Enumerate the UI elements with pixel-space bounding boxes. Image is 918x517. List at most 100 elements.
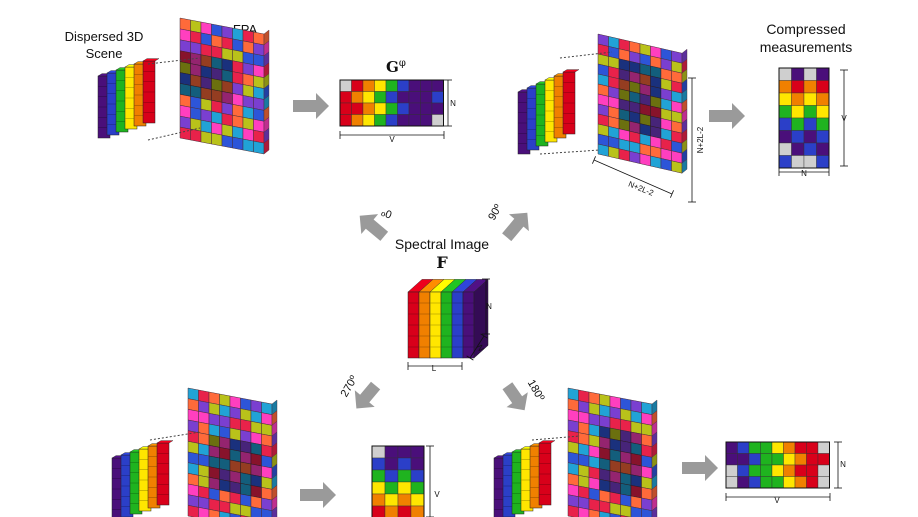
matrix-cell <box>385 79 398 92</box>
matrix-cell <box>397 91 410 104</box>
coded-aperture-region <box>180 50 233 105</box>
matrix-cell <box>397 481 412 495</box>
matrix-cell <box>791 105 805 119</box>
dispersed-band-stack <box>97 58 160 139</box>
matrix-cell <box>816 117 830 131</box>
compressed-label-line1: Compressed <box>766 21 845 37</box>
fpa-cell <box>190 128 202 143</box>
fpa-cell <box>588 509 600 517</box>
matrix-cell <box>397 457 412 471</box>
matrix-cell <box>408 91 421 104</box>
projection-line <box>147 127 201 141</box>
matrix-cell <box>374 102 387 115</box>
fpa-cell <box>187 505 199 517</box>
matrix-cell <box>385 91 398 104</box>
fpa-panel <box>597 33 688 174</box>
dispersed-band-stack <box>493 440 556 517</box>
dim-n-label: N <box>840 460 846 469</box>
arrow-right-icon <box>709 103 745 129</box>
matrix-cell <box>371 505 386 517</box>
matrix-cell <box>803 92 817 106</box>
fpa-cell <box>639 153 651 167</box>
arrow-shape <box>502 382 528 411</box>
matrix-cell <box>803 142 817 156</box>
arrow-right-icon <box>293 93 329 119</box>
matrix-cell <box>737 464 750 477</box>
arrow-shape <box>682 455 718 481</box>
dimension-markers <box>407 278 490 370</box>
matrix-cell <box>385 102 398 115</box>
projection-line <box>531 435 581 441</box>
fpa-cell <box>599 511 611 517</box>
matrix-cell <box>816 130 830 144</box>
matrix-cell <box>748 476 761 489</box>
fpa-cell <box>250 506 262 517</box>
matrix-cell <box>384 457 399 471</box>
matrix-cell <box>794 476 807 489</box>
dim-n-label: N <box>801 169 807 178</box>
measurement-g-phi: Gφ N V <box>339 58 456 144</box>
fpa-panel <box>567 387 658 517</box>
arrow-shape <box>359 214 389 241</box>
band-top <box>142 58 160 62</box>
matrix-cell <box>816 67 830 81</box>
matrix-cell <box>816 80 830 94</box>
matrix-cell <box>791 80 805 94</box>
matrix-cell <box>783 476 796 489</box>
fpa-cell <box>660 158 672 172</box>
matrix-cell <box>760 476 773 489</box>
matrix-cell <box>374 91 387 104</box>
dimension-tick <box>592 156 596 164</box>
fpa-cell <box>620 504 632 517</box>
matrix-cell <box>362 91 375 104</box>
fpa-cell <box>567 505 579 517</box>
matrix-cell <box>791 130 805 144</box>
band-top <box>156 440 174 444</box>
matrix-cell <box>806 453 819 466</box>
matrix-cell <box>791 155 805 169</box>
matrix-cell <box>410 505 425 517</box>
matrix-cell <box>778 105 792 119</box>
arrow-down-left-icon <box>354 381 381 409</box>
g-phi-label: Gφ <box>386 58 406 76</box>
dispersed-band-stack <box>517 69 580 155</box>
matrix-cell <box>397 114 410 127</box>
fpa-cell <box>578 507 590 517</box>
matrix-cell <box>420 79 433 92</box>
projection-line <box>539 149 601 155</box>
projection-line <box>149 431 201 441</box>
matrix-cell <box>397 469 412 483</box>
arrow-shape <box>293 93 329 119</box>
matrix-cell <box>410 445 425 459</box>
fpa-cell <box>629 150 641 164</box>
dim-n-label: N <box>486 302 492 311</box>
cube-side-face <box>473 278 489 359</box>
dimension-tick <box>466 355 474 361</box>
fpa-cell <box>253 140 265 155</box>
fpa-cell <box>242 138 254 153</box>
dim-n-label: N <box>450 99 456 108</box>
f-label: F <box>436 253 448 272</box>
matrix-cell <box>725 453 738 466</box>
matrix-cell <box>791 142 805 156</box>
fpa-cell <box>200 130 212 145</box>
fpa-cell <box>240 504 252 517</box>
coded-aperture-region <box>619 58 661 139</box>
fpa-panel <box>187 387 278 517</box>
matrix-cell <box>791 67 805 81</box>
matrix-cell <box>816 155 830 169</box>
matrix-cell <box>725 476 738 489</box>
spectral-image-center: 0º 90º Spectral Image F N N L 270º 180º <box>339 202 546 411</box>
matrix-cell <box>725 441 738 454</box>
matrix-cell <box>384 445 399 459</box>
dimension-markers <box>778 69 848 176</box>
fpa-cell <box>208 509 220 517</box>
scene-bottom-left <box>111 387 278 517</box>
matrix-cell <box>806 441 819 454</box>
matrix-cell <box>371 445 386 459</box>
matrix-cell <box>374 79 387 92</box>
fpa-cell <box>597 143 609 157</box>
dim-n2l2-vertical: N+2L-2 <box>696 126 705 153</box>
arrow-shape <box>300 482 336 508</box>
matrix-cell <box>339 91 352 104</box>
